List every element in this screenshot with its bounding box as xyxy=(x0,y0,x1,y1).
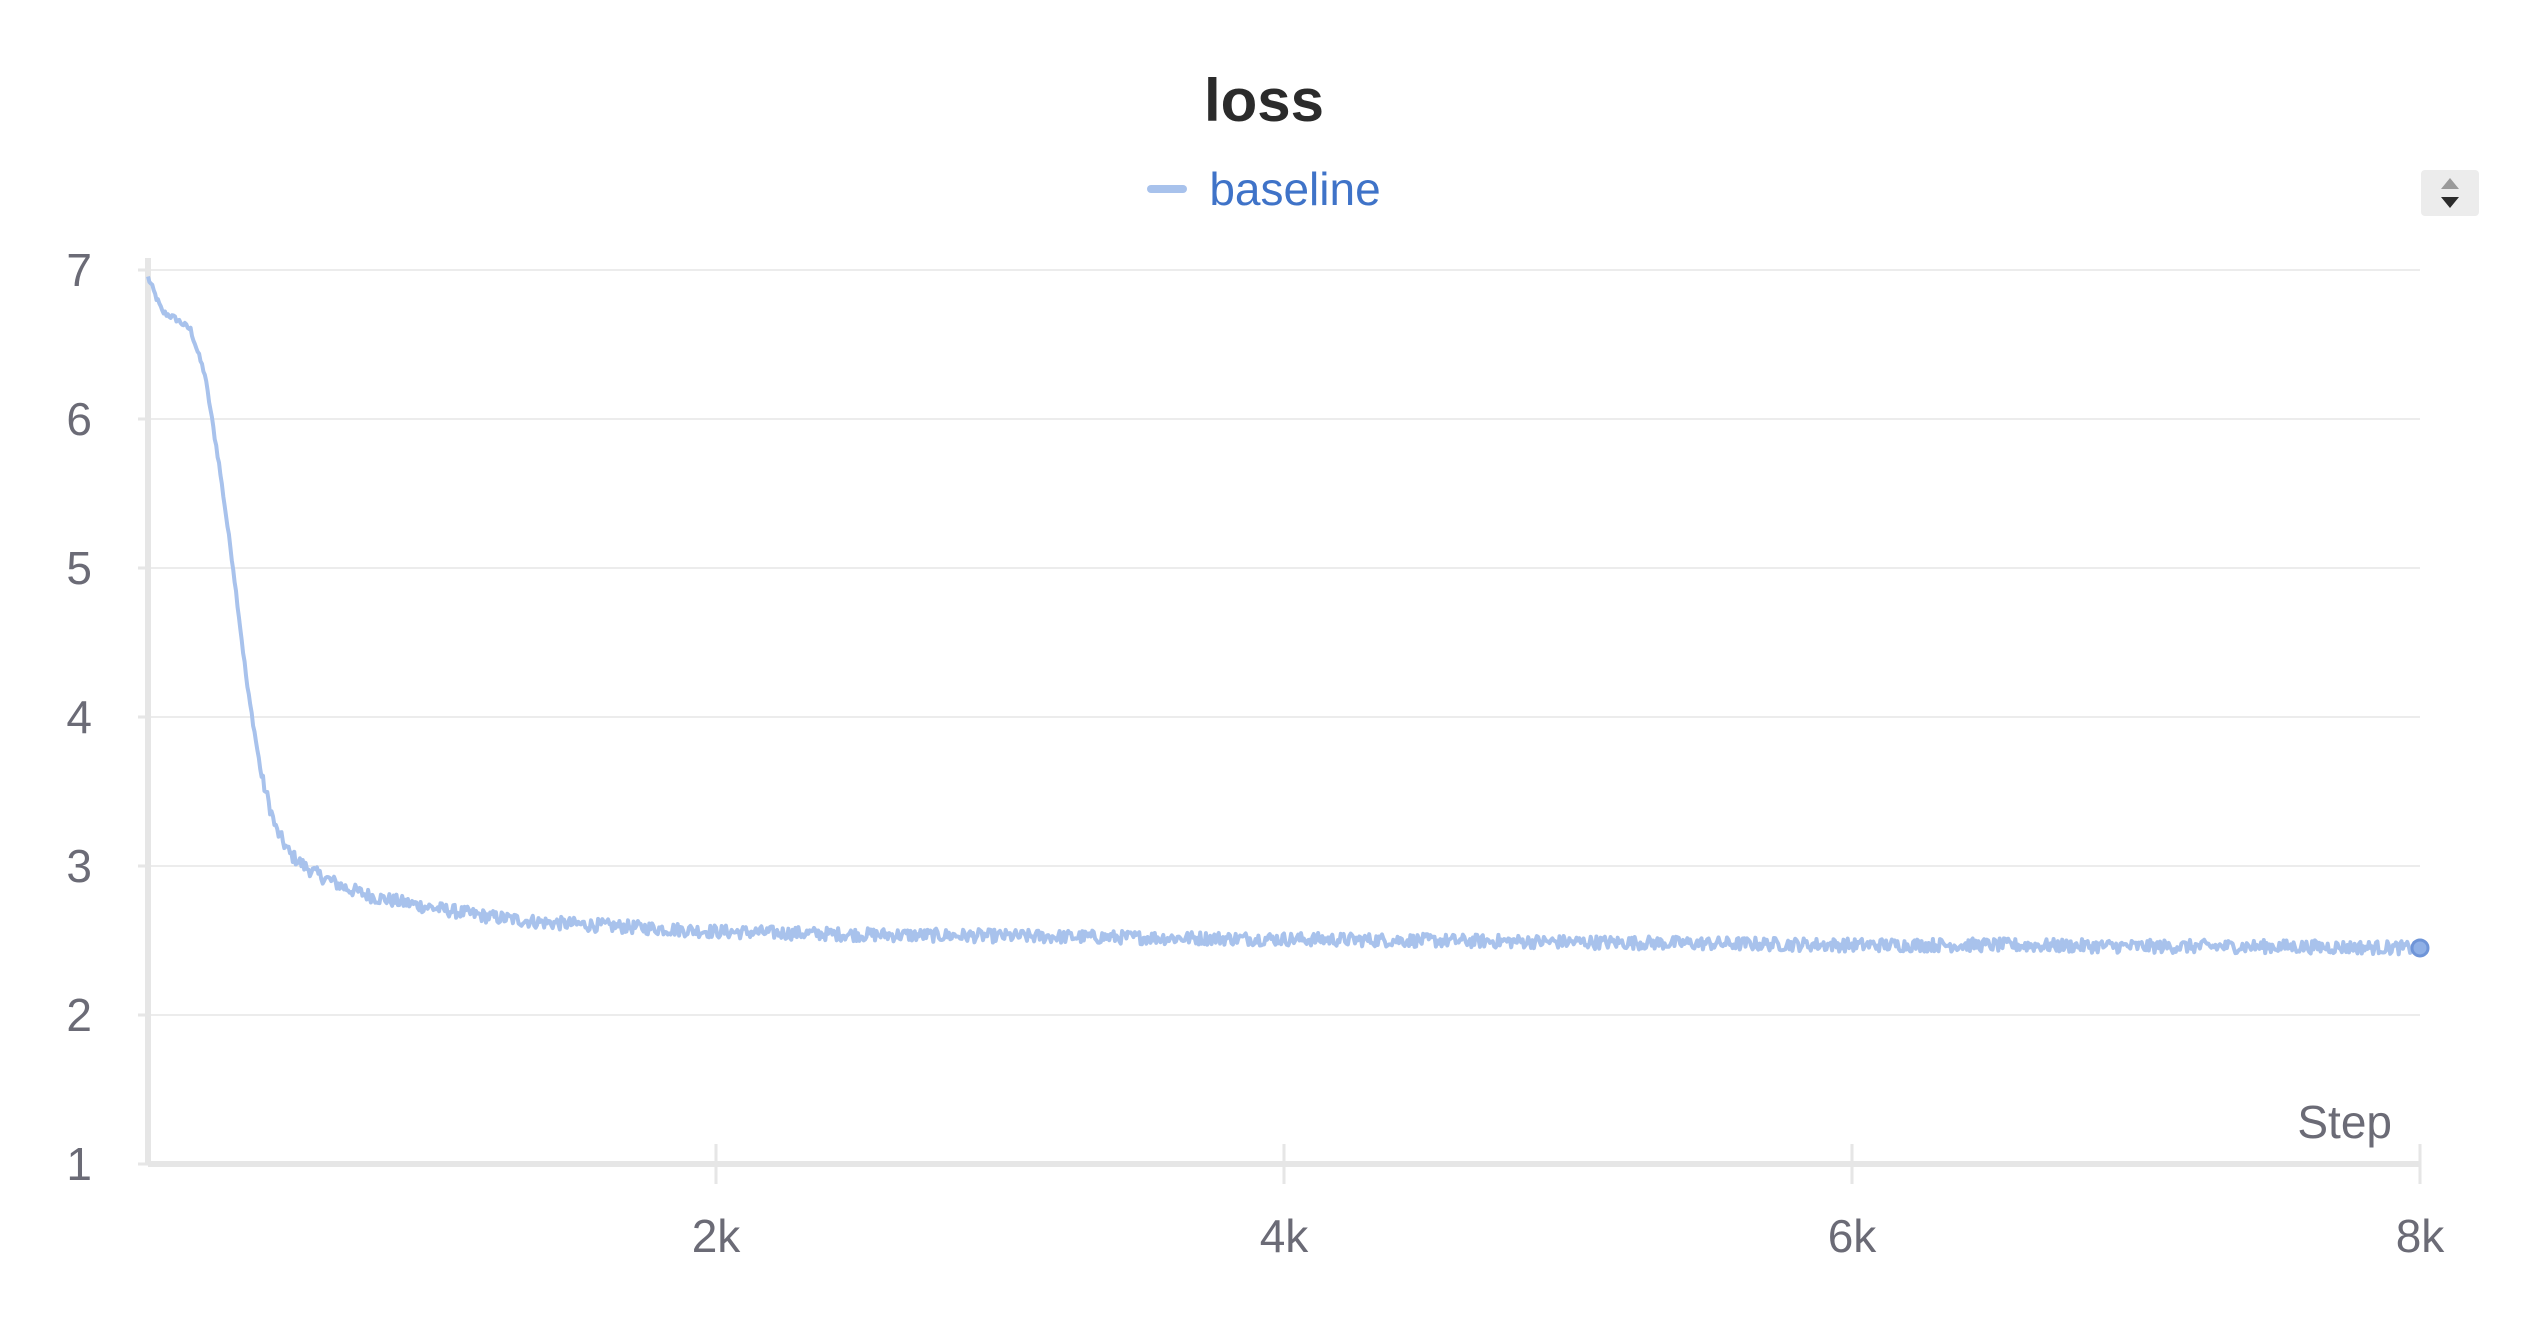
legend-scroll-control[interactable] xyxy=(2421,170,2479,216)
x-tick-label: 4k xyxy=(1260,1210,1310,1262)
legend: baseline xyxy=(0,162,2528,216)
y-tick-labels: 1 2 3 4 5 6 7 xyxy=(66,244,92,1190)
y-tick-label: 5 xyxy=(66,542,92,594)
x-axis-label: Step xyxy=(2297,1096,2392,1148)
y-tick-label: 7 xyxy=(66,244,92,296)
legend-label-baseline[interactable]: baseline xyxy=(1209,163,1381,215)
y-tick-label: 2 xyxy=(66,989,92,1041)
series-layer xyxy=(146,276,2430,958)
up-down-arrows-icon xyxy=(2441,178,2459,208)
y-tick-label: 6 xyxy=(66,393,92,445)
x-tick-label: 8k xyxy=(2396,1210,2446,1262)
series-line-baseline xyxy=(146,276,2422,957)
series-end-point xyxy=(2410,938,2430,958)
axes xyxy=(145,258,2420,1167)
grid-lines xyxy=(138,268,2422,1184)
y-tick-label: 3 xyxy=(66,840,92,892)
legend-swatch-baseline xyxy=(1147,185,1188,193)
chart-title: loss xyxy=(1203,67,1325,134)
y-tick-label: 1 xyxy=(66,1138,92,1190)
x-tick-labels: 2k 4k 6k 8k xyxy=(692,1210,2446,1262)
x-tick-label: 6k xyxy=(1828,1210,1878,1262)
x-tick-label: 2k xyxy=(692,1210,742,1262)
y-tick-label: 4 xyxy=(66,691,92,743)
